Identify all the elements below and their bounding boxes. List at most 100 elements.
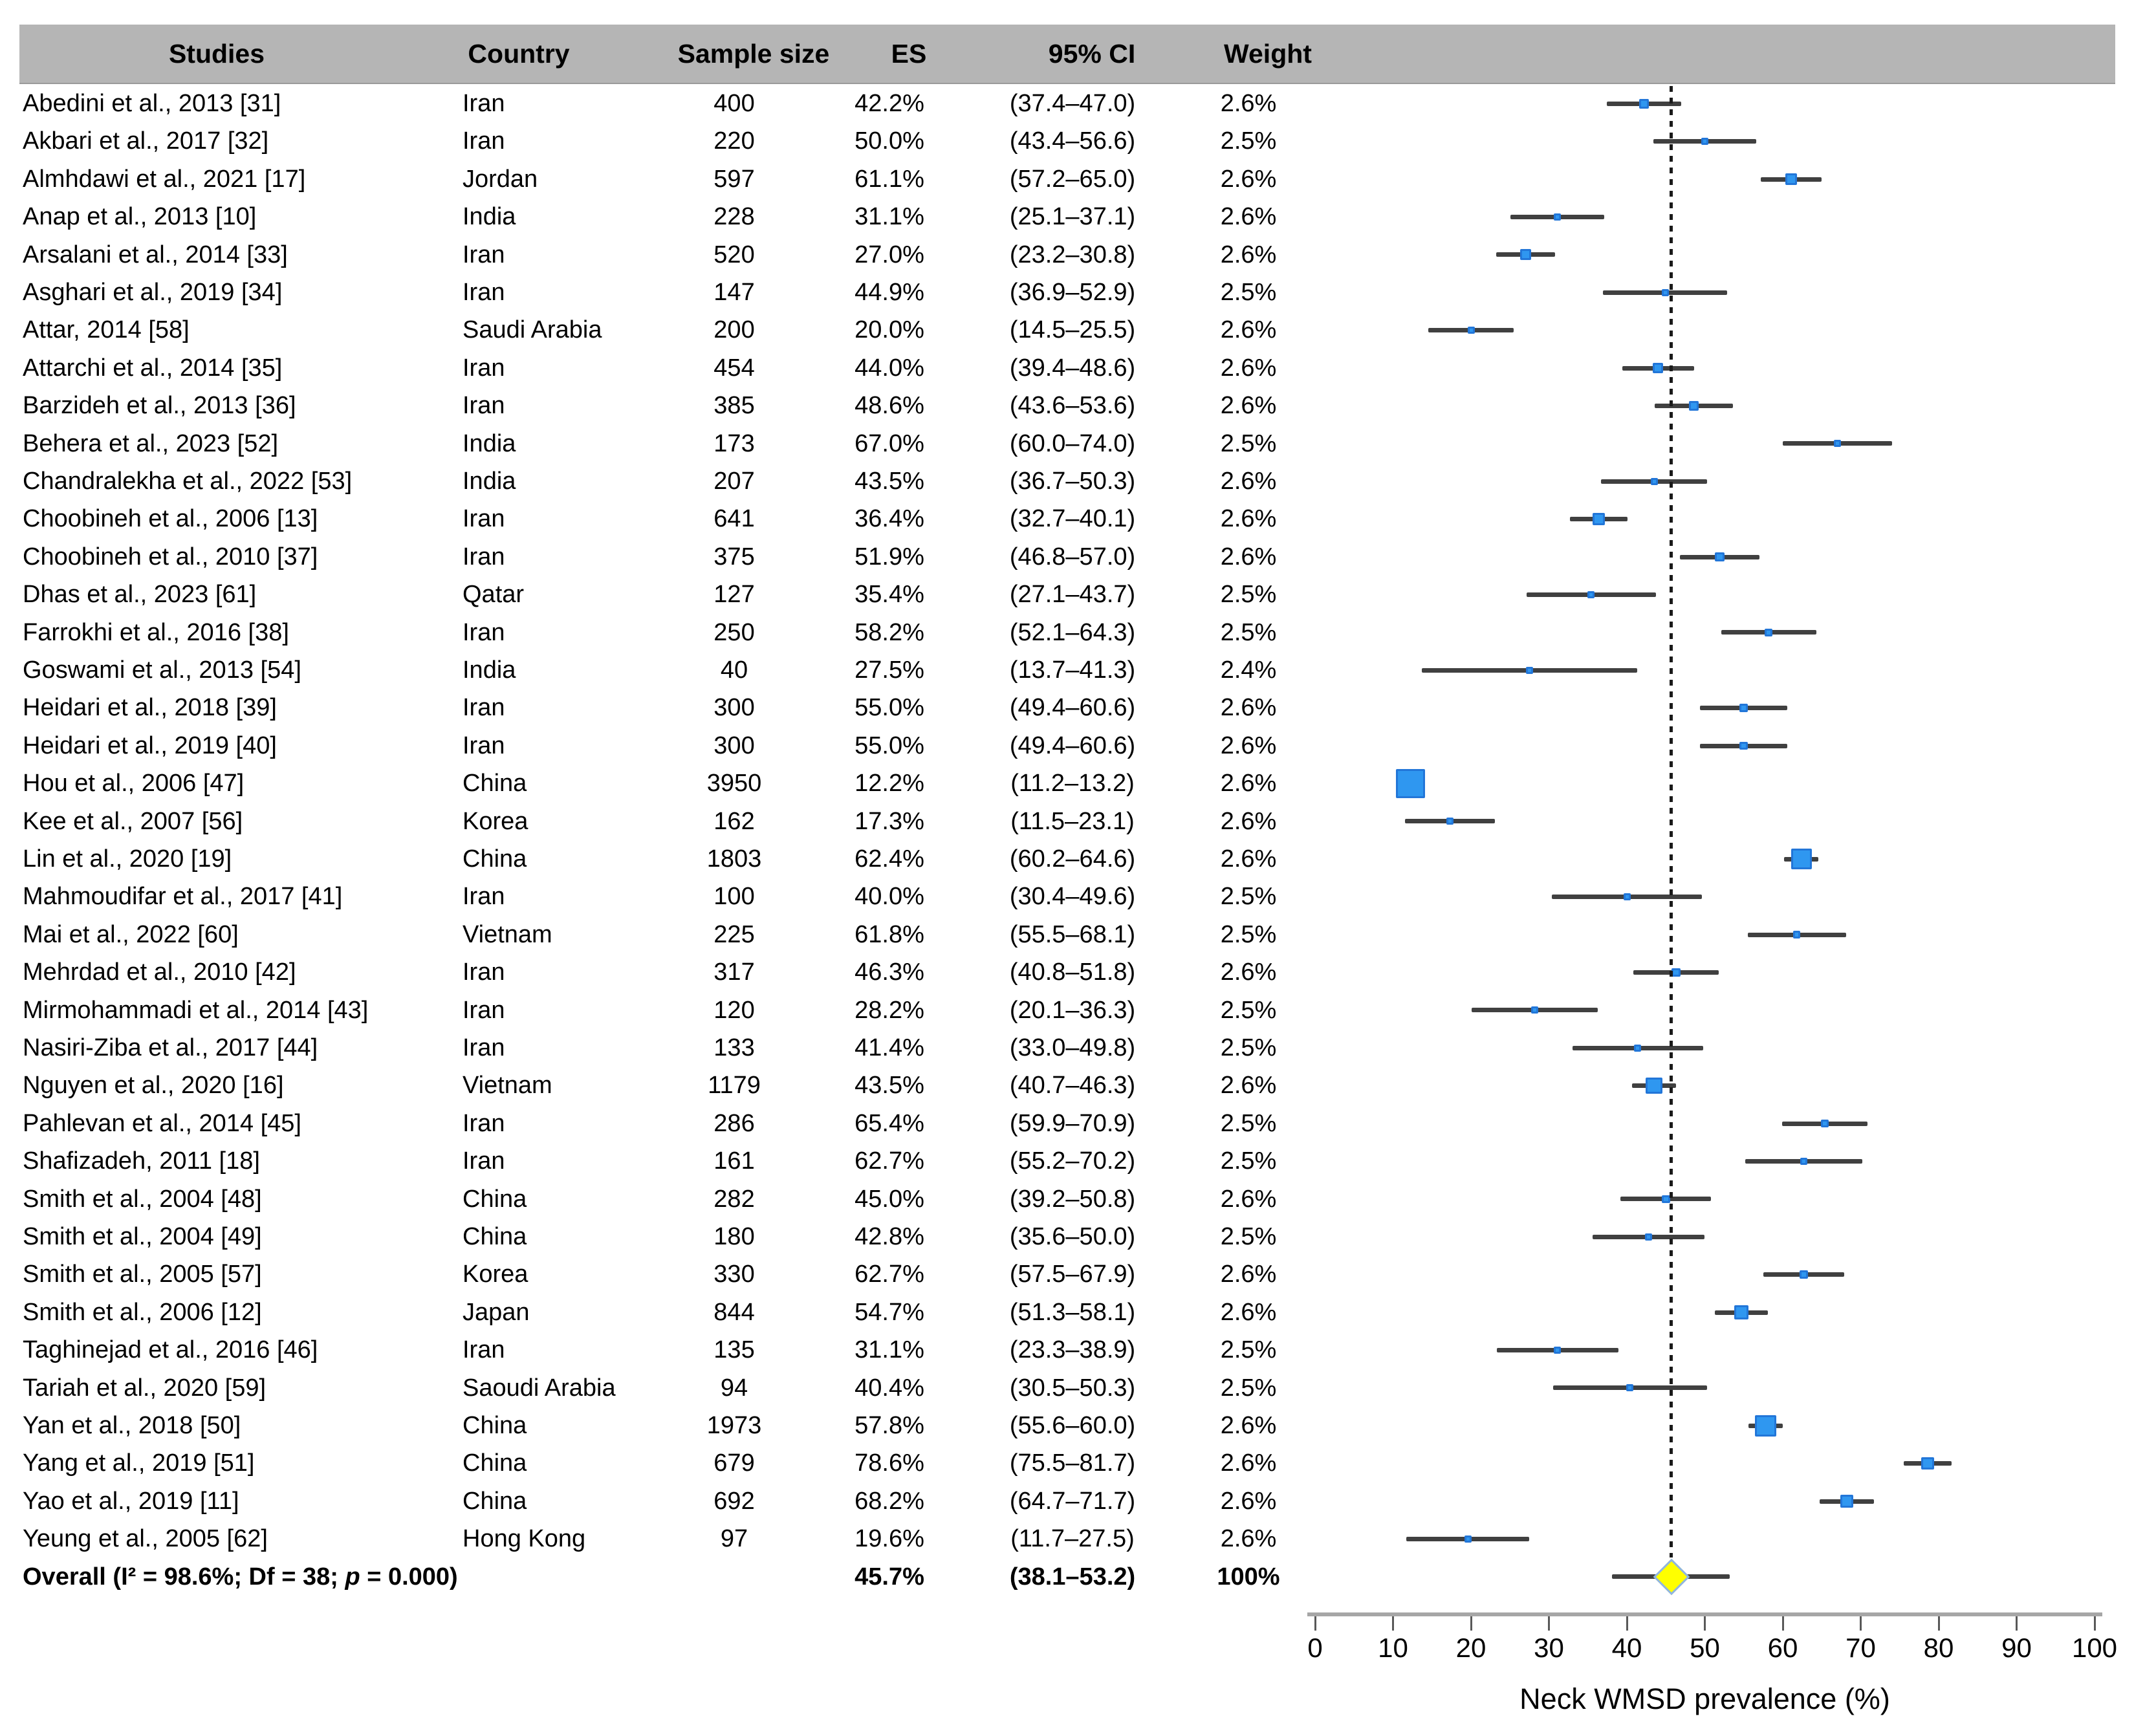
table-row: Attar, 2014 [58] Saudi Arabia 200 20.0% (14.… bbox=[0, 311, 1300, 349]
effect-marker bbox=[1734, 1305, 1749, 1319]
effect-size: 62.4% bbox=[855, 845, 924, 873]
country: China bbox=[463, 1487, 527, 1515]
weight: 2.6% bbox=[1220, 543, 1277, 570]
study-name: Almhdawi et al., 2021 [17] bbox=[23, 165, 306, 193]
weight: 2.5% bbox=[1220, 127, 1277, 155]
sample-size: 94 bbox=[720, 1374, 748, 1402]
effect-size: 62.7% bbox=[855, 1147, 924, 1175]
table-row: Farrokhi et al., 2016 [38] Iran 250 58.2% (5… bbox=[0, 614, 1300, 651]
country: Iran bbox=[463, 1336, 505, 1364]
weight: 2.4% bbox=[1220, 656, 1277, 684]
effect-marker bbox=[1671, 968, 1681, 977]
effect-marker bbox=[1554, 213, 1562, 221]
confidence-interval: (33.0–49.8) bbox=[1009, 1034, 1136, 1061]
table-row: Yeung et al., 2005 [62] Hong Kong 97 19.6% (… bbox=[0, 1520, 1300, 1557]
confidence-interval: (13.7–41.3) bbox=[1009, 656, 1136, 684]
weight: 2.6% bbox=[1220, 1449, 1277, 1477]
table-row: Goswami et al., 2013 [54] India 40 27.5% (13… bbox=[0, 651, 1300, 689]
effect-size: 51.9% bbox=[855, 543, 924, 570]
axis-tick-label: 30 bbox=[1534, 1633, 1564, 1663]
sample-size: 161 bbox=[713, 1147, 755, 1175]
sample-size: 400 bbox=[713, 90, 755, 117]
weight: 2.5% bbox=[1220, 279, 1277, 306]
effect-size: 54.7% bbox=[855, 1298, 924, 1326]
table-header: Studies Country Sample size ES 95% CI We… bbox=[19, 25, 2115, 84]
country: Iran bbox=[463, 1034, 505, 1061]
sample-size: 692 bbox=[713, 1487, 755, 1515]
sample-size: 173 bbox=[713, 429, 755, 457]
study-name: Hou et al., 2006 [47] bbox=[23, 770, 245, 797]
sample-size: 282 bbox=[713, 1185, 755, 1213]
weight: 2.5% bbox=[1220, 429, 1277, 457]
confidence-interval: (75.5–81.7) bbox=[1009, 1449, 1136, 1477]
confidence-interval: (52.1–64.3) bbox=[1009, 618, 1136, 646]
effect-size: 44.9% bbox=[855, 279, 924, 306]
confidence-interval: (35.6–50.0) bbox=[1009, 1223, 1136, 1250]
effect-size: 68.2% bbox=[855, 1487, 924, 1515]
confidence-interval: (51.3–58.1) bbox=[1009, 1298, 1136, 1326]
axis-tick-label: 60 bbox=[1767, 1633, 1798, 1663]
weight: 2.6% bbox=[1220, 1412, 1277, 1439]
country: Saudi Arabia bbox=[463, 316, 602, 344]
sample-size: 207 bbox=[713, 468, 755, 495]
sample-size: 180 bbox=[713, 1223, 755, 1250]
effect-size: 48.6% bbox=[855, 392, 924, 420]
effect-size: 78.6% bbox=[855, 1449, 924, 1477]
weight: 2.6% bbox=[1220, 1072, 1277, 1100]
country: Iran bbox=[463, 127, 505, 155]
country: India bbox=[463, 429, 516, 457]
confidence-interval: (59.9–70.9) bbox=[1009, 1109, 1136, 1137]
effect-marker bbox=[1639, 98, 1649, 109]
study-name: Anap et al., 2013 [10] bbox=[23, 203, 257, 231]
study-name: Smith et al., 2004 [49] bbox=[23, 1223, 262, 1250]
country: China bbox=[463, 1449, 527, 1477]
study-name: Attar, 2014 [58] bbox=[23, 316, 190, 344]
table-row: Yan et al., 2018 [50] China 1973 57.8% (55.6… bbox=[0, 1407, 1300, 1444]
sample-size: 250 bbox=[713, 618, 755, 646]
sample-size: 133 bbox=[713, 1034, 755, 1061]
table-row: Shafizadeh, 2011 [18] Iran 161 62.7% (55.2–7… bbox=[0, 1142, 1300, 1180]
axis-tick bbox=[1937, 1616, 1940, 1631]
column-header-weight: Weight bbox=[1224, 39, 1312, 69]
effect-marker bbox=[1765, 628, 1773, 636]
confidence-interval: (46.8–57.0) bbox=[1009, 543, 1136, 570]
sample-size: 40 bbox=[720, 656, 748, 684]
country: Japan bbox=[463, 1298, 530, 1326]
effect-marker bbox=[1701, 138, 1709, 146]
x-axis: 0 10 20 30 40 50 60 70 80 90 100 bbox=[1307, 1612, 2117, 1677]
confidence-interval: (39.4–48.6) bbox=[1009, 354, 1136, 382]
table-row: Mahmoudifar et al., 2017 [41] Iran 100 40.0… bbox=[0, 878, 1300, 915]
column-header-sample-size: Sample size bbox=[677, 39, 830, 69]
table-row: Smith et al., 2006 [12] Japan 844 54.7% (51.… bbox=[0, 1294, 1300, 1331]
weight: 2.6% bbox=[1220, 241, 1277, 268]
weight: 2.6% bbox=[1220, 959, 1277, 986]
axis-tick-label: 90 bbox=[2001, 1633, 2032, 1663]
country: Jordan bbox=[463, 165, 538, 193]
study-name: Barzideh et al., 2013 [36] bbox=[23, 392, 296, 420]
study-name: Smith et al., 2006 [12] bbox=[23, 1298, 262, 1326]
effect-size: 57.8% bbox=[855, 1412, 924, 1439]
sample-size: 385 bbox=[713, 392, 755, 420]
sample-size: 120 bbox=[713, 996, 755, 1024]
table-row: Smith et al., 2004 [48] China 282 45.0% (39.… bbox=[0, 1180, 1300, 1218]
effect-size: 46.3% bbox=[855, 959, 924, 986]
effect-marker bbox=[1623, 893, 1631, 901]
sample-size: 127 bbox=[713, 581, 755, 609]
table-row: Lin et al., 2020 [19] China 1803 62.4% (60.2… bbox=[0, 840, 1300, 878]
table-row: Yang et al., 2019 [51] China 679 78.6% (75.5… bbox=[0, 1444, 1300, 1482]
study-name: Choobineh et al., 2006 [13] bbox=[23, 505, 318, 533]
table-row: Attarchi et al., 2014 [35] Iran 454 44.0% (3… bbox=[0, 349, 1300, 387]
effect-marker bbox=[1793, 931, 1801, 939]
confidence-interval: (30.4–49.6) bbox=[1009, 883, 1136, 911]
sample-size: 228 bbox=[713, 203, 755, 231]
confidence-interval: (49.4–60.6) bbox=[1009, 732, 1136, 759]
study-name: Heidari et al., 2019 [40] bbox=[23, 732, 277, 759]
effect-marker bbox=[1739, 704, 1748, 713]
weight: 2.5% bbox=[1220, 581, 1277, 609]
overall-diamond bbox=[1653, 1558, 1690, 1596]
table-row: Arsalani et al., 2014 [33] Iran 520 27.0% (2… bbox=[0, 236, 1300, 274]
study-name: Nguyen et al., 2020 [16] bbox=[23, 1072, 284, 1100]
x-axis-label: Neck WMSD prevalence (%) bbox=[1519, 1682, 1890, 1715]
effect-size: 40.0% bbox=[855, 883, 924, 911]
confidence-interval: (40.7–46.3) bbox=[1009, 1072, 1136, 1100]
